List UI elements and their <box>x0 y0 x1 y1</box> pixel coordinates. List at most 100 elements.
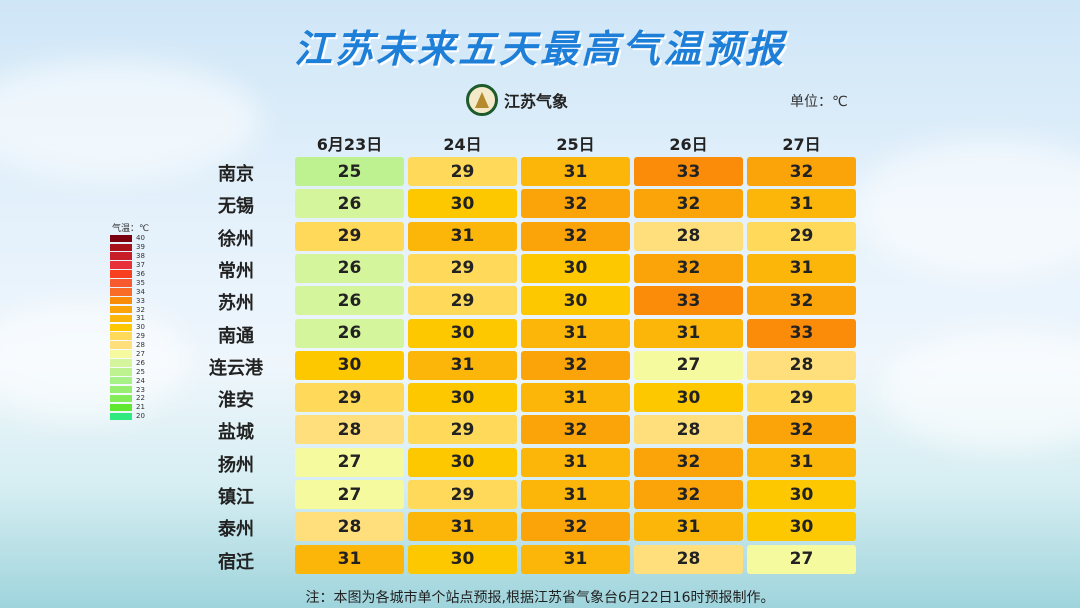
legend-swatch <box>110 359 132 367</box>
legend-item: 21 <box>110 403 149 412</box>
legend-item: 32 <box>110 305 149 314</box>
heatmap-cell: 32 <box>634 480 743 509</box>
legend-title: 气温：℃ <box>112 224 150 234</box>
heatmap-cell: 33 <box>634 157 743 186</box>
legend-swatch <box>110 341 132 349</box>
legend-item: 39 <box>110 243 149 252</box>
heatmap-cell: 28 <box>747 350 856 380</box>
heatmap-cell: 29 <box>295 383 404 413</box>
legend-item: 20 <box>110 412 149 421</box>
legend-item: 40 <box>110 234 149 243</box>
legend-value: 29 <box>136 332 145 341</box>
legend-value: 35 <box>136 278 145 287</box>
heatmap-cell: 32 <box>747 286 856 316</box>
heatmap-cell: 31 <box>634 318 743 348</box>
legend-swatch <box>110 376 132 385</box>
legend-swatch <box>110 296 132 305</box>
heatmap-cell: 29 <box>408 253 517 283</box>
unit-label: 单位：℃ <box>790 94 848 110</box>
legend-value: 21 <box>136 403 145 412</box>
row-label: 宿迁 <box>218 551 254 573</box>
row-label: 淮安 <box>218 390 254 412</box>
heatmap-cell: 32 <box>521 415 630 445</box>
heatmap-cell: 29 <box>747 221 856 251</box>
heatmap-cell: 32 <box>747 415 856 445</box>
legend-swatch <box>110 252 132 260</box>
heatmap-cell: 31 <box>747 253 856 283</box>
legend-item: 28 <box>110 341 149 350</box>
heatmap-cell: 31 <box>747 189 856 219</box>
heatmap-cell: 29 <box>295 221 404 251</box>
heatmap-cell: 28 <box>295 415 404 445</box>
legend-value: 33 <box>136 296 145 305</box>
heatmap-cell: 28 <box>634 544 743 574</box>
legend-swatch <box>110 385 132 394</box>
heatmap-cell: 29 <box>408 415 517 445</box>
legend-swatch <box>110 332 132 340</box>
heatmap-cell: 30 <box>634 383 743 413</box>
legend-item: 30 <box>110 323 149 332</box>
legend-value: 22 <box>136 394 145 403</box>
heatmap-cell: 31 <box>521 447 630 477</box>
row-label: 扬州 <box>218 454 254 476</box>
heatmap-cell: 33 <box>747 318 856 348</box>
heatmap-cell: 28 <box>295 512 404 542</box>
legend-value: 37 <box>136 261 145 270</box>
legend-item: 26 <box>110 358 149 367</box>
heatmap-cell: 26 <box>295 286 404 316</box>
heatmap-cell: 27 <box>634 350 743 380</box>
legend-value: 24 <box>136 376 145 385</box>
legend-item: 38 <box>110 252 149 261</box>
heatmap-cell: 32 <box>747 157 856 186</box>
heatmap-cell: 31 <box>521 383 630 413</box>
row-label: 常州 <box>218 260 254 282</box>
heatmap-cell: 29 <box>408 286 517 316</box>
heatmap-cell: 28 <box>634 221 743 251</box>
row-label: 苏州 <box>218 293 254 315</box>
page-title: 江苏未来五天最高气温预报 <box>293 27 786 71</box>
heatmap-cell: 31 <box>408 512 517 542</box>
legend-value: 34 <box>136 287 145 296</box>
legend-item: 25 <box>110 367 149 376</box>
row-label: 南通 <box>218 325 254 347</box>
legend-swatch <box>110 403 132 412</box>
legend-item: 29 <box>110 332 149 341</box>
heatmap-cell: 27 <box>747 544 856 574</box>
heatmap-cell: 31 <box>634 512 743 542</box>
column-header: 27日 <box>782 135 821 154</box>
color-legend: 气温：℃ 40 39 38 37 36 35 34 33 32 31 30 29 28 27 26 25 24 2… <box>110 221 149 421</box>
legend-value: 38 <box>136 252 145 261</box>
heatmap-cell: 29 <box>747 383 856 413</box>
row-label: 盐城 <box>218 422 254 444</box>
heatmap-cell: 26 <box>295 318 404 348</box>
footnote: 注：本图为各城市单个站点预报,根据江苏省气象台6月22日16时预报制作。 <box>305 590 775 606</box>
logo-text: 江苏气象 <box>504 92 569 111</box>
column-header: 26日 <box>669 135 708 154</box>
legend-item: 24 <box>110 376 149 385</box>
heatmap-cell: 30 <box>408 447 517 477</box>
legend-item: 37 <box>110 261 149 270</box>
heatmap-cell: 26 <box>295 189 404 219</box>
heatmap-cell: 29 <box>408 157 517 186</box>
legend-swatch <box>110 288 132 296</box>
legend-swatch <box>110 394 132 403</box>
heatmap-cell: 30 <box>408 383 517 413</box>
legend-value: 23 <box>136 385 145 394</box>
legend-swatch <box>110 243 132 252</box>
heatmap-cell: 30 <box>747 480 856 509</box>
legend-item: 33 <box>110 296 149 305</box>
heatmap-cell: 32 <box>521 512 630 542</box>
legend-value: 36 <box>136 270 145 278</box>
legend-item: 27 <box>110 350 149 359</box>
heatmap-cell: 32 <box>521 350 630 380</box>
legend-value: 26 <box>136 358 145 367</box>
heatmap-cell: 30 <box>747 512 856 542</box>
legend-value: 25 <box>136 367 145 376</box>
legend-value: 32 <box>136 305 145 314</box>
heatmap-cell: 32 <box>634 253 743 283</box>
legend-swatch <box>110 350 132 358</box>
heatmap-cell: 27 <box>295 480 404 509</box>
heatmap-cell: 31 <box>408 221 517 251</box>
legend-item: 34 <box>110 287 149 296</box>
legend-item: 35 <box>110 278 149 287</box>
